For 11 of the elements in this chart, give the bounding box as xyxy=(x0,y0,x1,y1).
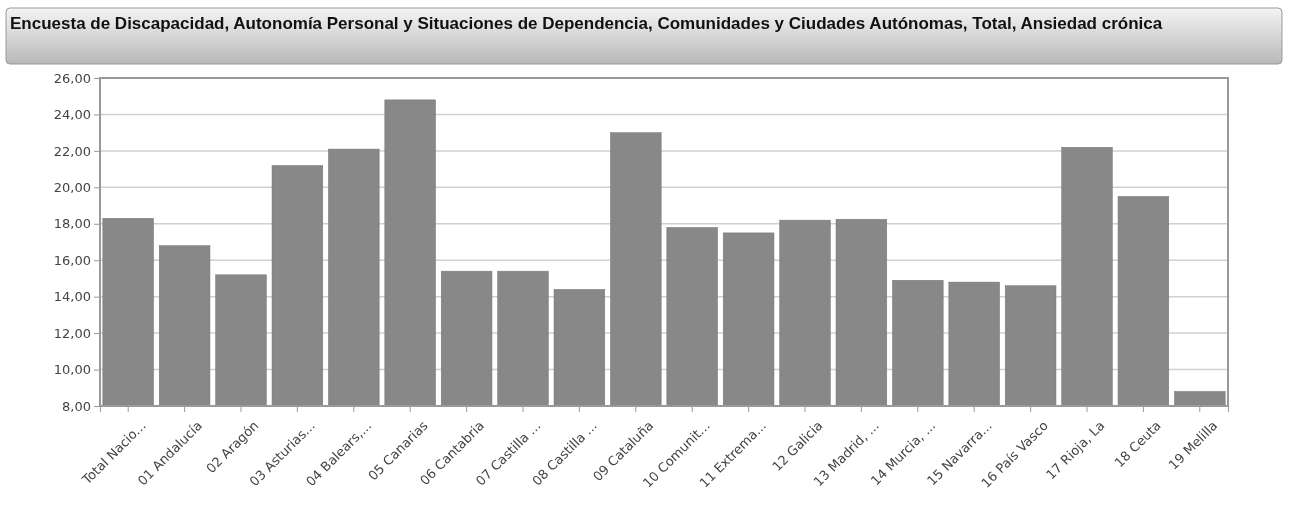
y-tick-label: 8,00 xyxy=(62,398,91,414)
y-tick-label: 20,00 xyxy=(53,179,91,195)
chart-title: Encuesta de Discapacidad, Autonomía Personal y Situaciones de Dependencia, Comunidades y Ciudades Autónomas, Total, Ansiedad crónica xyxy=(10,14,1163,33)
y-tick-label: 26,00 xyxy=(53,70,91,86)
y-tick-label: 24,00 xyxy=(53,107,91,123)
y-tick-label: 18,00 xyxy=(53,216,91,232)
y-tick-label: 14,00 xyxy=(53,289,91,305)
y-tick-label: 16,00 xyxy=(53,252,91,268)
y-tick-label: 12,00 xyxy=(53,325,91,341)
y-tick-label: 22,00 xyxy=(53,143,91,159)
y-tick-label: 10,00 xyxy=(53,362,91,378)
